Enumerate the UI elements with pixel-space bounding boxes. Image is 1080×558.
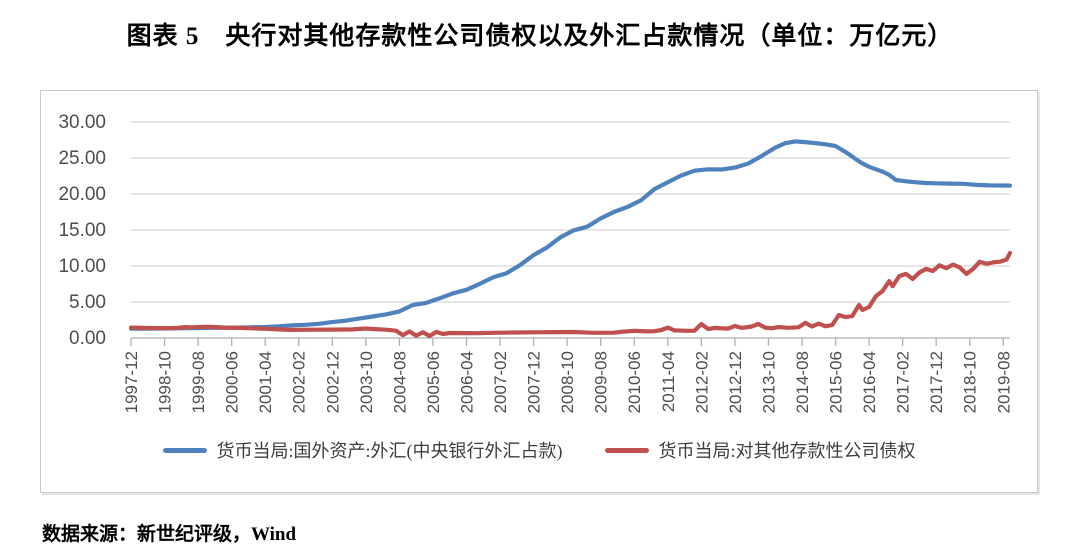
x-tick-label: 2005-06 [424, 351, 443, 413]
legend-line-sample-blue [162, 447, 207, 453]
legend-item-fx-holdings: 货币当局:国外资产:外汇(中央银行外汇占款) [162, 437, 563, 463]
x-tick-label: 2016-04 [860, 351, 879, 413]
chart-title: 图表 5 央行对其他存款性公司债权以及外汇占款情况（单位：万亿元） [126, 23, 954, 50]
x-tick-label: 1998-10 [156, 351, 175, 413]
y-tick-label: 0.00 [69, 328, 106, 349]
line-chart-canvas: 30.00 25.00 20.00 15.00 10.00 5.00 0.00 1997-12… [58, 112, 1013, 413]
y-tick-label: 15.00 [58, 220, 106, 241]
x-tick-label: 2018-10 [961, 351, 980, 413]
x-tick-label: 2006-04 [457, 351, 476, 413]
x-tick-label: 2012-02 [692, 351, 711, 413]
x-tick-label: 2000-06 [223, 351, 242, 413]
data-source-note: 数据来源：新世纪评级，Wind [42, 524, 297, 545]
x-tick-label: 2014-08 [793, 351, 812, 413]
x-tick-label: 2002-12 [323, 351, 342, 413]
x-tick-label: 2017-02 [894, 351, 913, 413]
y-tick-label: 30.00 [58, 112, 106, 133]
y-tick-label: 5.00 [69, 292, 106, 313]
x-tick-label: 2011-04 [659, 351, 678, 412]
series-line-0 [128, 139, 1013, 331]
x-tick-label: 2012-12 [726, 351, 745, 413]
x-tick-label: 2004-08 [390, 351, 409, 413]
x-tick-label: 1999-08 [189, 351, 208, 413]
x-tick-label: 2002-02 [290, 351, 309, 413]
x-tick-label: 2010-06 [625, 351, 644, 413]
series-line-1 [128, 250, 1013, 339]
x-tick-label: 2019-08 [994, 351, 1013, 413]
legend-line-sample-red [604, 447, 649, 453]
x-tick-label: 2001-04 [256, 351, 275, 413]
x-tick-label: 2009-08 [592, 351, 611, 413]
y-tick-label: 25.00 [58, 148, 106, 169]
x-tick-label: 2007-02 [491, 351, 510, 413]
x-tick-label: 1997-12 [122, 351, 141, 413]
legend-item-odc-claims: 货币当局:对其他存款性公司债权 [604, 437, 916, 463]
x-tick-label: 2003-10 [357, 351, 376, 413]
x-tick-label: 2008-10 [558, 351, 577, 413]
chart-area: 30.00 25.00 20.00 15.00 10.00 5.00 0.00 1997-12… [40, 90, 1038, 493]
legend-label: 货币当局:国外资产:外汇(中央银行外汇占款) [216, 441, 563, 461]
y-tick-label: 20.00 [58, 184, 106, 205]
x-tick-label: 2007-12 [525, 351, 544, 413]
x-tick-label: 2013-10 [759, 351, 778, 413]
legend-label: 货币当局:对其他存款性公司债权 [658, 441, 916, 461]
x-tick-label: 2015-06 [827, 351, 846, 413]
y-tick-label: 10.00 [58, 256, 106, 277]
x-tick-label: 2017-12 [927, 351, 946, 413]
chart-legend: 货币当局:国外资产:外汇(中央银行外汇占款) 货币当局:对其他存款性公司债权 [41, 437, 1037, 463]
